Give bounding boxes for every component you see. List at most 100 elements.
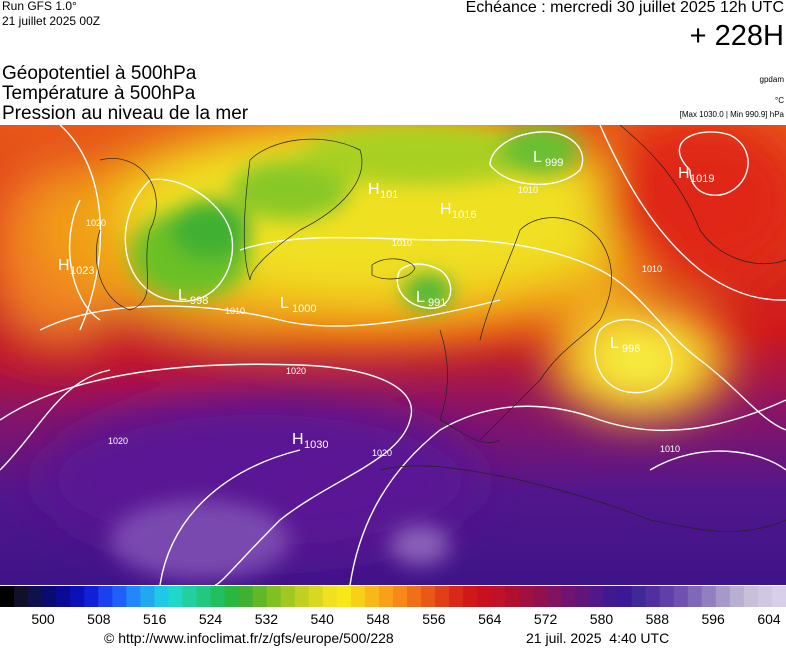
coastlines bbox=[95, 125, 786, 532]
colorbar-swatch bbox=[140, 586, 155, 607]
colorbar-swatch bbox=[294, 586, 310, 607]
isobar-label: 1020 bbox=[108, 436, 128, 446]
center-value: 1023 bbox=[70, 265, 94, 277]
colorbar-swatch bbox=[84, 586, 99, 607]
colorbar-swatch bbox=[280, 586, 296, 607]
colorbar-swatch bbox=[322, 586, 338, 607]
colorbar-label: 596 bbox=[701, 611, 725, 627]
colorbar-swatch bbox=[224, 586, 240, 607]
colorbar-swatch bbox=[757, 586, 773, 607]
colorbar-swatch bbox=[350, 586, 366, 607]
center-letter: H bbox=[292, 431, 304, 448]
colorbar-swatch bbox=[196, 586, 212, 607]
center-value: 999 bbox=[545, 157, 563, 169]
source: © http://www.infoclimat.fr/z/gfs/europe/… bbox=[104, 630, 394, 646]
colorbar-swatch bbox=[252, 586, 268, 607]
generated: 21 juil. 2025 4:40 UTC bbox=[526, 630, 670, 646]
colorbar-swatch bbox=[210, 586, 226, 607]
center-letter: H bbox=[440, 201, 452, 218]
center-letter: L bbox=[280, 295, 289, 312]
colorbar-swatch bbox=[631, 586, 647, 607]
isobar-label: 1010 bbox=[392, 238, 412, 248]
isobar-label: 1020 bbox=[86, 218, 106, 228]
colorbar-swatch bbox=[561, 586, 576, 607]
colorbar-swatch bbox=[435, 586, 450, 607]
isobar-label: 1020 bbox=[372, 448, 392, 458]
colorbar-swatch bbox=[266, 586, 282, 607]
colorbar-swatch bbox=[505, 586, 520, 607]
center-letter: H bbox=[678, 165, 690, 182]
colorbar-swatch bbox=[70, 586, 85, 607]
colorbar-swatch bbox=[98, 586, 113, 607]
center-letter: L bbox=[610, 335, 619, 352]
colorbar-swatch bbox=[715, 586, 731, 607]
colorbar-swatch bbox=[673, 586, 689, 607]
center-letter: L bbox=[178, 287, 187, 304]
center-value: 991 bbox=[428, 297, 446, 309]
field: Pression au niveau de la mer bbox=[2, 103, 249, 124]
lead-time: + 228H bbox=[689, 20, 784, 52]
colorbar-label: 604 bbox=[757, 611, 781, 627]
colorbar-swatch bbox=[168, 586, 183, 607]
colorbar-swatch bbox=[701, 586, 717, 607]
colorbar-swatch bbox=[393, 586, 408, 607]
colorbar-label: 516 bbox=[143, 611, 167, 627]
field: Température à 500hPa bbox=[2, 83, 196, 104]
colorbar-swatch bbox=[575, 586, 590, 607]
colorbar-swatch bbox=[238, 586, 254, 607]
colorbar-swatch bbox=[477, 586, 492, 607]
colorbar-label: 508 bbox=[87, 611, 111, 627]
run: Run GFS 1.0° bbox=[2, 0, 77, 13]
colorbar-swatch bbox=[421, 586, 436, 607]
colorbar-swatch bbox=[0, 586, 15, 607]
center-value: 1000 bbox=[292, 303, 316, 315]
colorbar-swatch bbox=[407, 586, 422, 607]
colorbar-swatch bbox=[126, 586, 141, 607]
colorbar-label: 572 bbox=[534, 611, 558, 627]
colorbar-swatch bbox=[336, 586, 352, 607]
colorbar-swatch bbox=[56, 586, 71, 607]
center-letter: L bbox=[533, 149, 542, 166]
colorbar-label: 580 bbox=[590, 611, 614, 627]
colorbar-swatch bbox=[112, 586, 127, 607]
center-value: 1019 bbox=[690, 173, 714, 185]
colorbar-swatch bbox=[519, 586, 534, 607]
isobar-labels: 1020 1010 1010 1020 1020 1020 1010 1010 1010 bbox=[86, 185, 680, 458]
field: Géopotentiel à 500hPa bbox=[2, 63, 197, 84]
colorbar-swatch bbox=[547, 586, 562, 607]
colorbar-swatch bbox=[14, 586, 29, 607]
colorbar-label: 540 bbox=[311, 611, 335, 627]
unit: °C bbox=[775, 96, 784, 105]
colorbar-swatch bbox=[589, 586, 605, 607]
colorbar-swatch bbox=[449, 586, 464, 607]
colorbar-label: 500 bbox=[31, 611, 55, 627]
colorbar-swatch bbox=[617, 586, 633, 607]
colorbar-swatch bbox=[533, 586, 548, 607]
colorbar-swatch bbox=[687, 586, 703, 607]
center-letter: L bbox=[416, 289, 425, 306]
colorbar-swatch bbox=[645, 586, 661, 607]
colorbar-label: 524 bbox=[199, 611, 223, 627]
colorbar-swatch bbox=[154, 586, 169, 607]
unit: gpdam bbox=[759, 75, 784, 84]
center-value: 996 bbox=[622, 343, 640, 355]
colorbar-swatch bbox=[308, 586, 324, 607]
run-date: 21 juillet 2025 00Z bbox=[2, 14, 101, 28]
colorbar-label: 532 bbox=[255, 611, 279, 627]
colorbar bbox=[0, 586, 786, 607]
colorbar-labels: 500 508 516 524 532 540 548 556 564 572 580 588 596 6… bbox=[31, 611, 781, 627]
isobar-label: 1010 bbox=[225, 306, 245, 316]
isobar-label: 1020 bbox=[286, 366, 306, 376]
colorbar-swatch bbox=[743, 586, 759, 607]
center-value: 1016 bbox=[452, 209, 476, 221]
isobar-label: 1010 bbox=[518, 185, 538, 195]
colorbar-swatch bbox=[182, 586, 197, 607]
isobar-label: 1010 bbox=[660, 444, 680, 454]
valid-time: Echéance : mercredi 30 juillet 2025 12h … bbox=[465, 0, 784, 16]
colorbar-swatch bbox=[378, 586, 394, 607]
center-letter: H bbox=[368, 181, 380, 198]
colorbar-swatch bbox=[659, 586, 675, 607]
colorbar-swatch bbox=[771, 586, 786, 607]
